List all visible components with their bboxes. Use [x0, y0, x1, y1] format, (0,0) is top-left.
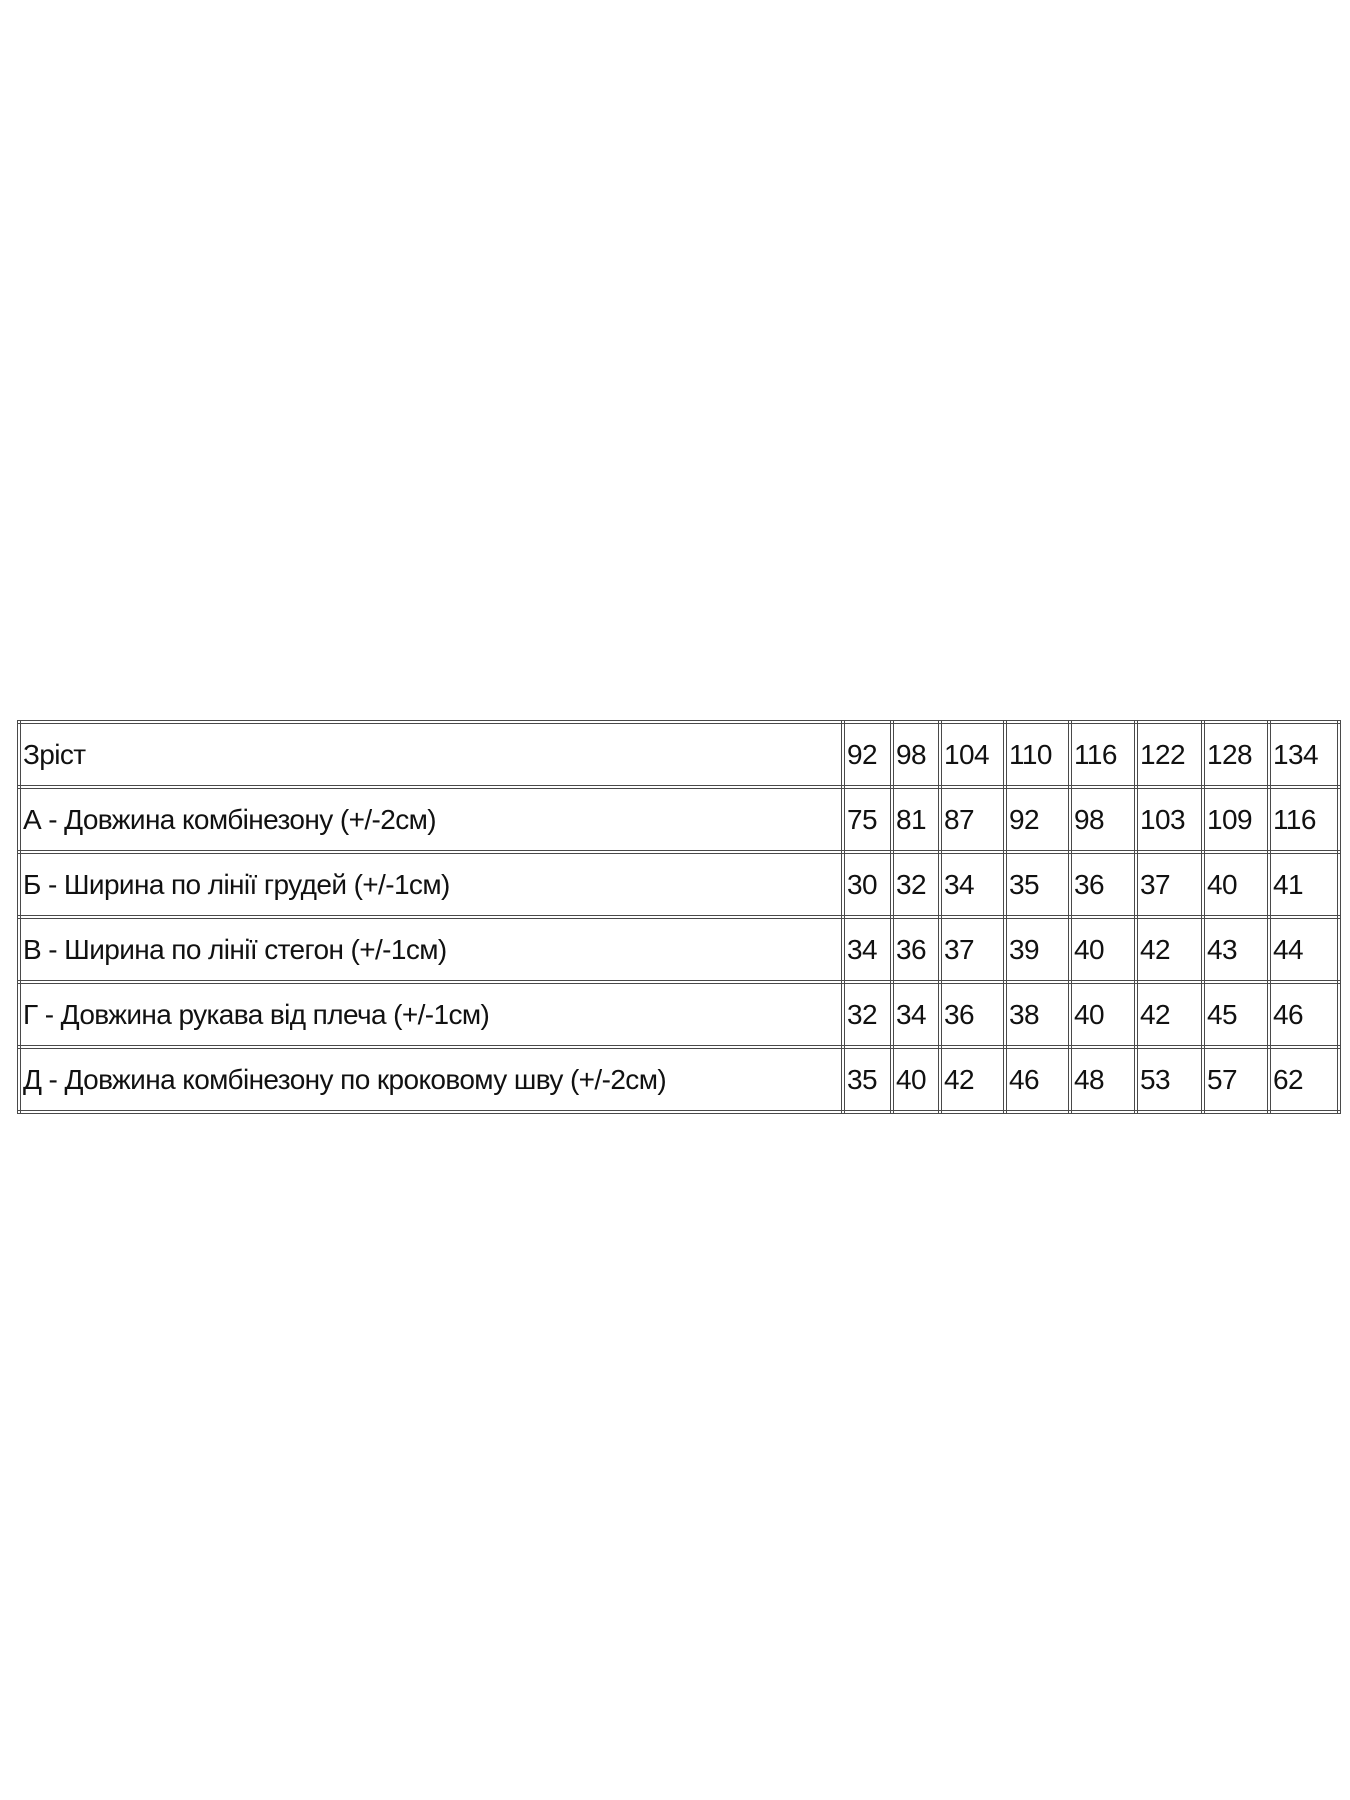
- measurement-value: 32: [841, 980, 894, 1049]
- measurement-label: Г - Довжина рукава від плеча (+/-1см): [17, 980, 845, 1049]
- measurement-value: 81: [890, 785, 942, 854]
- measurement-value: 57: [1201, 1045, 1271, 1114]
- measurement-value: 98: [1068, 785, 1138, 854]
- measurement-value: 34: [841, 915, 894, 984]
- measurement-value: 46: [1267, 980, 1341, 1049]
- size-cell: 122: [1134, 720, 1205, 789]
- measurement-row: Б - Ширина по лінії грудей (+/-1см) 30 32 3…: [17, 850, 1341, 919]
- measurement-value: 40: [1201, 850, 1271, 919]
- measurement-value: 87: [938, 785, 1007, 854]
- measurement-value: 34: [938, 850, 1007, 919]
- measurement-value: 42: [1134, 915, 1205, 984]
- measurement-value: 103: [1134, 785, 1205, 854]
- measurement-value: 53: [1134, 1045, 1205, 1114]
- measurement-value: 45: [1201, 980, 1271, 1049]
- size-cell: 92: [841, 720, 894, 789]
- measurement-value: 38: [1003, 980, 1072, 1049]
- header-row: Зріст 92 98 104 110 116 122 128 134: [17, 720, 1341, 789]
- measurement-value: 44: [1267, 915, 1341, 984]
- measurement-value: 32: [890, 850, 942, 919]
- measurement-value: 46: [1003, 1045, 1072, 1114]
- measurement-value: 42: [938, 1045, 1007, 1114]
- measurement-value: 36: [890, 915, 942, 984]
- measurement-value: 40: [1068, 915, 1138, 984]
- measurement-value: 62: [1267, 1045, 1341, 1114]
- measurement-value: 43: [1201, 915, 1271, 984]
- measurement-value: 48: [1068, 1045, 1138, 1114]
- measurement-value: 35: [1003, 850, 1072, 919]
- size-cell: 134: [1267, 720, 1341, 789]
- size-cell: 98: [890, 720, 942, 789]
- size-cell: 104: [938, 720, 1007, 789]
- size-cell: 110: [1003, 720, 1072, 789]
- measurement-value: 75: [841, 785, 894, 854]
- measurement-value: 41: [1267, 850, 1341, 919]
- header-label: Зріст: [17, 720, 845, 789]
- measurement-value: 39: [1003, 915, 1072, 984]
- measurement-row: Д - Довжина комбінезону по кроковому шву…: [17, 1045, 1341, 1114]
- measurement-value: 37: [938, 915, 1007, 984]
- measurement-label: Б - Ширина по лінії грудей (+/-1см): [17, 850, 845, 919]
- measurement-value: 40: [890, 1045, 942, 1114]
- measurement-value: 36: [1068, 850, 1138, 919]
- size-cell: 128: [1201, 720, 1271, 789]
- measurement-value: 92: [1003, 785, 1072, 854]
- measurement-label: В - Ширина по лінії стегон (+/-1см): [17, 915, 845, 984]
- measurement-value: 116: [1267, 785, 1341, 854]
- measurement-row: В - Ширина по лінії стегон (+/-1см) 34 36 3…: [17, 915, 1341, 984]
- measurement-value: 36: [938, 980, 1007, 1049]
- measurement-value: 40: [1068, 980, 1138, 1049]
- measurement-row: Г - Довжина рукава від плеча (+/-1см) 32 3…: [17, 980, 1341, 1049]
- measurement-value: 42: [1134, 980, 1205, 1049]
- measurement-value: 30: [841, 850, 894, 919]
- measurement-row: А - Довжина комбінезону (+/-2см) 75 81 87 92…: [17, 785, 1341, 854]
- measurement-value: 109: [1201, 785, 1271, 854]
- measurement-value: 35: [841, 1045, 894, 1114]
- measurement-label: А - Довжина комбінезону (+/-2см): [17, 785, 845, 854]
- measurement-value: 34: [890, 980, 942, 1049]
- measurement-label: Д - Довжина комбінезону по кроковому шву…: [17, 1045, 845, 1114]
- size-cell: 116: [1068, 720, 1138, 789]
- size-chart-table: Зріст 92 98 104 110 116 122 128 134 А - …: [17, 720, 1341, 1114]
- measurement-value: 37: [1134, 850, 1205, 919]
